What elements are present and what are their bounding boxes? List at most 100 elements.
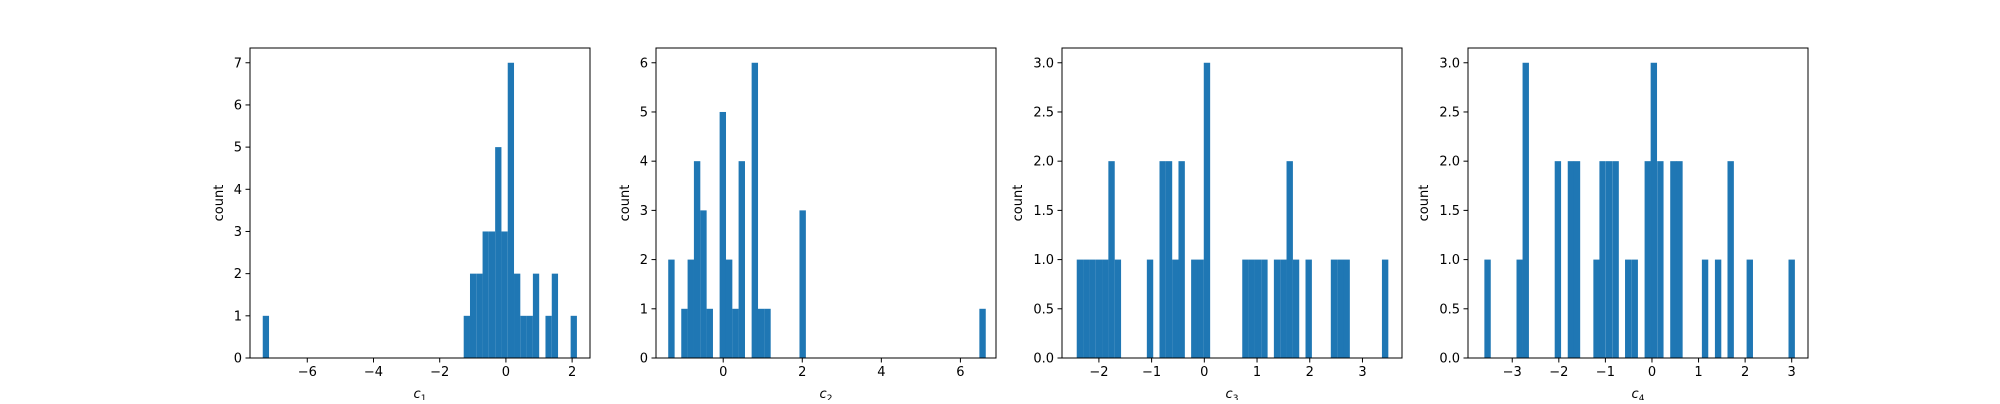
y-tick-label: 2.5 [1033, 105, 1054, 120]
histogram-bar [1178, 161, 1185, 358]
y-tick-label: 1.0 [1439, 253, 1460, 268]
x-tick-label: −2 [1549, 365, 1568, 380]
histogram-bar [1714, 259, 1722, 358]
histogram-bar [1701, 259, 1709, 358]
x-tick-label: −2 [430, 365, 449, 380]
x-tick-label: 0 [502, 365, 510, 380]
y-tick-label: 7 [234, 56, 242, 71]
histogram-bar [979, 308, 986, 358]
histogram-bar [1203, 62, 1211, 358]
y-tick-label: 2.5 [1439, 105, 1460, 120]
histogram-bar [526, 315, 533, 358]
y-tick-label: 0.5 [1033, 302, 1054, 317]
histogram-bar [1650, 62, 1658, 358]
histogram-bar [1108, 161, 1115, 358]
histogram-bar [1593, 259, 1600, 358]
y-tick-label: 5 [234, 141, 242, 156]
histogram-bar [1599, 161, 1606, 358]
x-tick-label: −3 [1503, 365, 1522, 380]
histogram-bar [1612, 161, 1619, 358]
histogram-bar [1089, 259, 1096, 358]
histogram-bar [1516, 259, 1523, 358]
histogram-bar [476, 273, 483, 358]
subplot-1: −6 −4 −2 0 2 0 1 2 3 4 5 6 7 c1 count [212, 47, 591, 404]
y-tick-label: 3.0 [1439, 56, 1460, 71]
y-tick-label: 0.0 [1439, 352, 1460, 367]
x-axis-label: c2 [820, 387, 833, 400]
y-axis-label: count [1011, 185, 1026, 222]
subplot-2: 0 2 4 6 0 1 2 3 4 5 6 c2 count [618, 47, 997, 404]
histogram-bar [1165, 161, 1173, 358]
x-tick-label: 2 [568, 365, 576, 380]
histogram-bar [501, 231, 508, 358]
histogram-bar [700, 210, 707, 358]
y-tick-label: 6 [640, 56, 648, 71]
x-tick-label: 2 [1306, 365, 1314, 380]
y-tick-label: 1.0 [1033, 253, 1054, 268]
histogram-bar [1727, 161, 1734, 358]
y-tick-label: 0 [640, 352, 648, 367]
histogram-bar [668, 259, 675, 358]
histogram-bar [687, 259, 694, 358]
histogram-bar [520, 315, 527, 358]
histogram-bar [681, 308, 688, 358]
x-tick-label: −4 [364, 365, 383, 380]
x-tick-label: 3 [1788, 365, 1796, 380]
x-tick-label: 2 [798, 365, 806, 380]
y-tick-label: 1 [640, 302, 648, 317]
histogram-bar [693, 161, 701, 358]
x-tick-label: 0 [719, 365, 727, 380]
histogram-bar [1644, 161, 1651, 358]
histogram-bar [469, 273, 477, 358]
histogram-bar [1261, 259, 1268, 358]
y-axis-label: count [212, 185, 227, 222]
histogram-bar [1095, 259, 1103, 358]
histogram-bar [1676, 161, 1683, 358]
histogram-bar [545, 315, 552, 358]
histogram-bar [706, 308, 713, 358]
histogram-bar [725, 259, 733, 358]
histogram-bar [1076, 259, 1084, 358]
histogram-bar [1522, 62, 1529, 358]
y-tick-label: 3 [234, 225, 242, 240]
histogram-bar [1381, 259, 1389, 358]
x-tick-label: 1 [1253, 365, 1261, 380]
histogram-bar [1788, 259, 1795, 358]
x-tick-label: −6 [298, 365, 317, 380]
axes-frame [1061, 47, 1403, 359]
histogram-bar [1273, 259, 1281, 358]
y-axis-label: count [1417, 185, 1432, 222]
histogram-bar [1159, 161, 1166, 358]
y-tick-label: 2.0 [1033, 155, 1054, 170]
x-tick-label: −2 [1089, 365, 1108, 380]
histogram-bar [719, 111, 727, 358]
histogram-bar [1657, 161, 1664, 358]
y-tick-label: 4 [234, 183, 242, 198]
histogram-bar [799, 210, 806, 358]
histogram-bar [1286, 161, 1293, 358]
y-tick-label: 1.5 [1439, 204, 1460, 219]
histogram-bar [1254, 259, 1262, 358]
y-tick-label: 2 [640, 253, 648, 268]
x-tick-label: 3 [1358, 365, 1366, 380]
y-tick-label: 5 [640, 105, 648, 120]
histogram-bar [551, 273, 559, 358]
histogram-bar [1083, 259, 1090, 358]
x-axis-label: c4 [1632, 387, 1645, 400]
axes-frame [1467, 47, 1809, 359]
y-tick-label: 2.0 [1439, 155, 1460, 170]
subplot-3: −2 −1 0 1 2 3 0.0 0.5 1.0 1.5 2.0 2.5 3.0 c3 count [1011, 47, 1403, 404]
histogram-bar [463, 315, 470, 358]
histogram-bar [1242, 259, 1249, 358]
x-tick-label: 2 [1741, 365, 1749, 380]
histogram-bar [507, 62, 515, 358]
histogram-bar [1573, 161, 1581, 358]
histogram-bar [1114, 259, 1122, 358]
y-axis-label: count [618, 185, 633, 222]
y-tick-label: 2 [234, 267, 242, 282]
histogram-bar [1337, 259, 1344, 358]
histogram-bar [757, 308, 765, 358]
histogram-bar [732, 308, 739, 358]
